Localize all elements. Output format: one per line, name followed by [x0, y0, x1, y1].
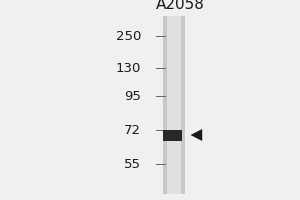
Bar	[164, 16, 184, 194]
Text: 95: 95	[124, 90, 141, 102]
Text: 72: 72	[124, 123, 141, 136]
Text: 250: 250	[116, 29, 141, 43]
Text: A2058: A2058	[156, 0, 204, 12]
Bar	[167, 16, 181, 194]
Text: 55: 55	[124, 158, 141, 170]
Bar	[163, 130, 182, 141]
Polygon shape	[190, 129, 202, 141]
Text: 130: 130	[116, 62, 141, 74]
